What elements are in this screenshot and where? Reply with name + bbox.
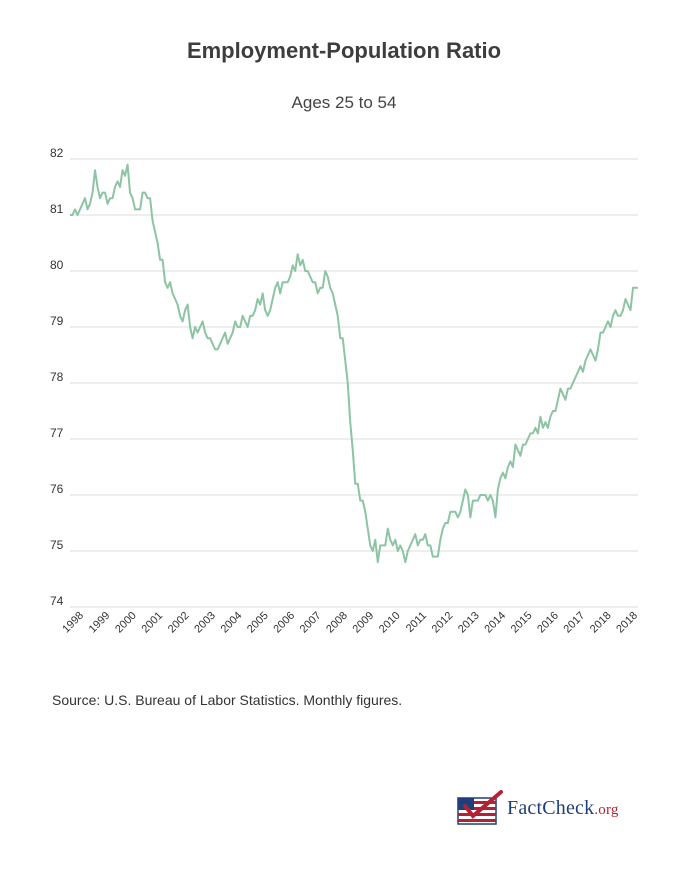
series-line — [70, 163, 638, 564]
series-group — [70, 163, 638, 564]
logo-brand: FactCheck — [507, 796, 595, 819]
x-tick-label: 2011 — [404, 610, 429, 635]
x-tick-label: 2008 — [324, 610, 350, 636]
x-tick-label: 2007 — [298, 610, 324, 636]
x-tick-label: 2009 — [351, 610, 377, 636]
x-axis-ticks: 1998 1999 2000 2001 2002 2003 2004 2005 2006 2007… — [60, 610, 640, 636]
x-tick-label: 2002 — [166, 610, 192, 636]
x-tick-label: 2012 — [430, 610, 456, 636]
logo-suffix: .org — [594, 801, 619, 818]
y-tick-label: 76 — [50, 482, 64, 496]
x-tick-label: 2016 — [535, 610, 561, 636]
x-tick-label: 2014 — [482, 610, 508, 636]
x-tick-label: 2004 — [219, 610, 245, 636]
x-tick-label: 2010 — [377, 610, 403, 636]
x-tick-label: 2000 — [113, 610, 139, 636]
x-tick-label: 2006 — [271, 610, 297, 636]
checkmark-flag-icon — [457, 790, 503, 825]
source-note: Source: U.S. Bureau of Labor Statistics.… — [52, 692, 403, 708]
y-tick-label: 82 — [50, 146, 64, 160]
x-tick-label: 2003 — [192, 610, 218, 636]
y-tick-label: 78 — [50, 370, 64, 384]
x-tick-label: 2001 — [139, 610, 165, 636]
x-tick-label: 2018 — [588, 610, 614, 636]
chart-title: Employment-Population Ratio — [186, 38, 502, 63]
x-tick-label: 1999 — [87, 610, 113, 636]
logo-wordmark: FactCheck.org — [507, 797, 619, 820]
factcheck-logo[interactable]: FactCheck.org — [457, 790, 619, 826]
chart-subtitle: Ages 25 to 54 — [291, 93, 397, 112]
x-tick-label: 2015 — [509, 610, 535, 636]
y-tick-label: 81 — [50, 202, 64, 216]
x-tick-label: 2017 — [562, 610, 588, 636]
x-tick-label: 2018 — [614, 610, 640, 636]
x-tick-label: 2013 — [456, 610, 482, 636]
y-tick-label: 74 — [50, 594, 64, 608]
y-tick-label: 80 — [50, 258, 64, 272]
y-tick-label: 77 — [50, 426, 64, 440]
y-tick-label: 79 — [50, 314, 64, 328]
y-tick-label: 75 — [50, 538, 64, 552]
x-tick-label: 1998 — [60, 610, 86, 636]
gridlines — [70, 158, 638, 608]
x-tick-label: 2005 — [245, 610, 271, 636]
y-axis-ticks: 82 81 80 79 78 77 76 75 74 — [50, 146, 64, 608]
